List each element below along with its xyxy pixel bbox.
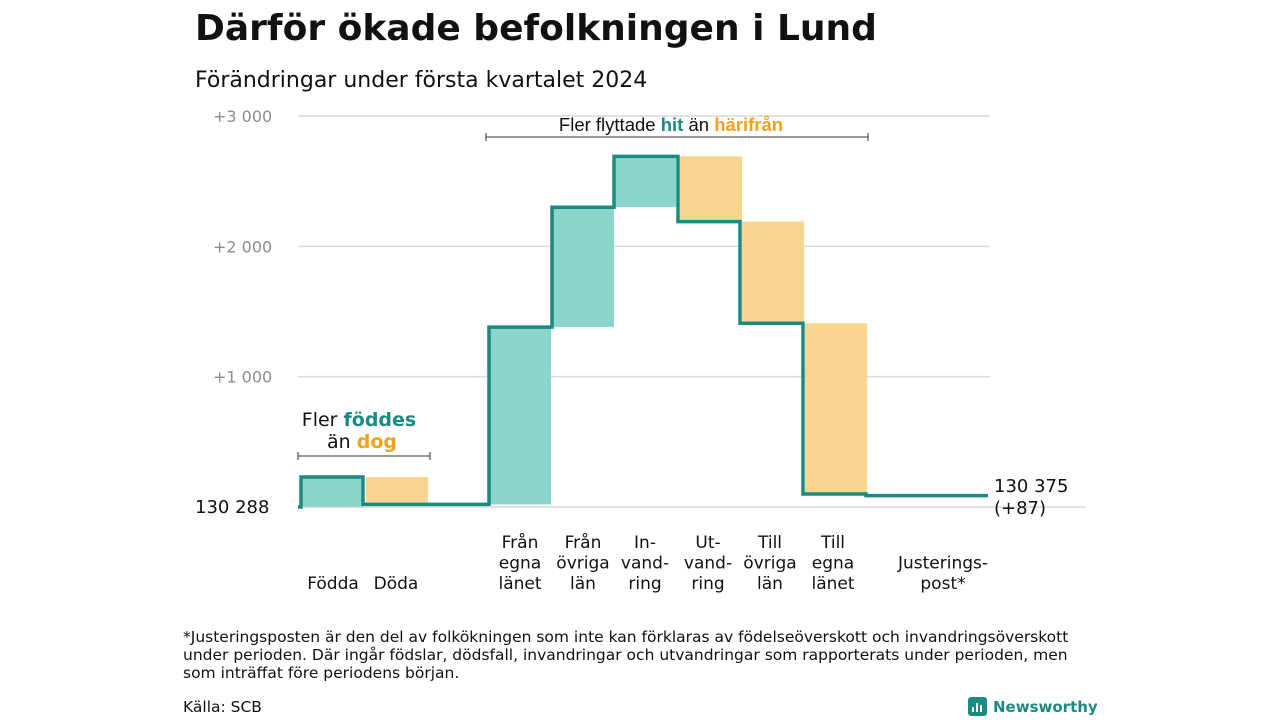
annotation-birth-line2: än dog [327,431,397,453]
x-label-6-2: ring [691,574,724,594]
y-tick-label-1: +2 000 [213,237,272,256]
bar-4 [552,207,614,328]
x-label-0-0: Födda [307,574,359,594]
end-value-label: 130 375 [994,476,1068,497]
x-label-7-2: län [757,574,783,594]
source-label: Källa: SCB [183,698,262,716]
annotation-birth-bracket [297,452,431,460]
annotation-migration-bracket [485,133,869,141]
x-label-4-1: övriga [556,554,609,574]
x-label-4-2: län [570,574,596,594]
x-label-8-1: egna [812,554,854,574]
bar-3 [489,327,551,505]
bar-1 [366,477,428,505]
chart-title: Därför ökade befolkningen i Lund [195,8,877,49]
x-label-1-0: Döda [374,574,419,594]
x-label-7-1: övriga [743,554,796,574]
brand-logo[interactable]: Newsworthy [968,697,1098,716]
x-label-6-1: vand- [684,554,732,574]
x-label-5-2: ring [628,574,661,594]
newsworthy-icon [968,697,987,716]
x-label-5-0: In- [634,533,656,553]
bar-0 [301,477,363,507]
annotation-birth-line1: Fler föddes [302,409,416,431]
x-label-3-0: Från [502,532,539,553]
x-label-6-0: Ut- [695,533,720,553]
x-label-3-1: egna [499,554,541,574]
x-label-9-1: post* [920,574,965,594]
brand-name: Newsworthy [993,697,1098,716]
end-change-label: (+87) [994,498,1046,519]
x-label-7-0: Till [757,533,782,553]
cumulative-step-line [298,154,988,509]
x-label-8-0: Till [820,533,845,553]
x-label-8-2: länet [811,574,854,594]
x-label-3-2: länet [498,574,541,594]
bar-5 [614,156,676,208]
annotation-migration: Fler flyttade hit än härifrån [559,114,783,135]
bar-8 [805,323,867,494]
y-tick-label-0: +1 000 [213,368,272,387]
start-value-label: 130 288 [195,497,269,518]
x-label-5-1: vand- [621,554,669,574]
x-label-9-0: Justerings- [897,554,988,574]
chart-subtitle: Förändringar under första kvartalet 2024 [195,68,648,93]
bar-6 [680,156,742,222]
x-label-4-0: Från [565,532,602,553]
bar-7 [742,221,804,324]
y-tick-label-2: +3 000 [213,107,272,126]
footnote: *Justeringsposten är den del av folkökni… [183,628,1069,682]
